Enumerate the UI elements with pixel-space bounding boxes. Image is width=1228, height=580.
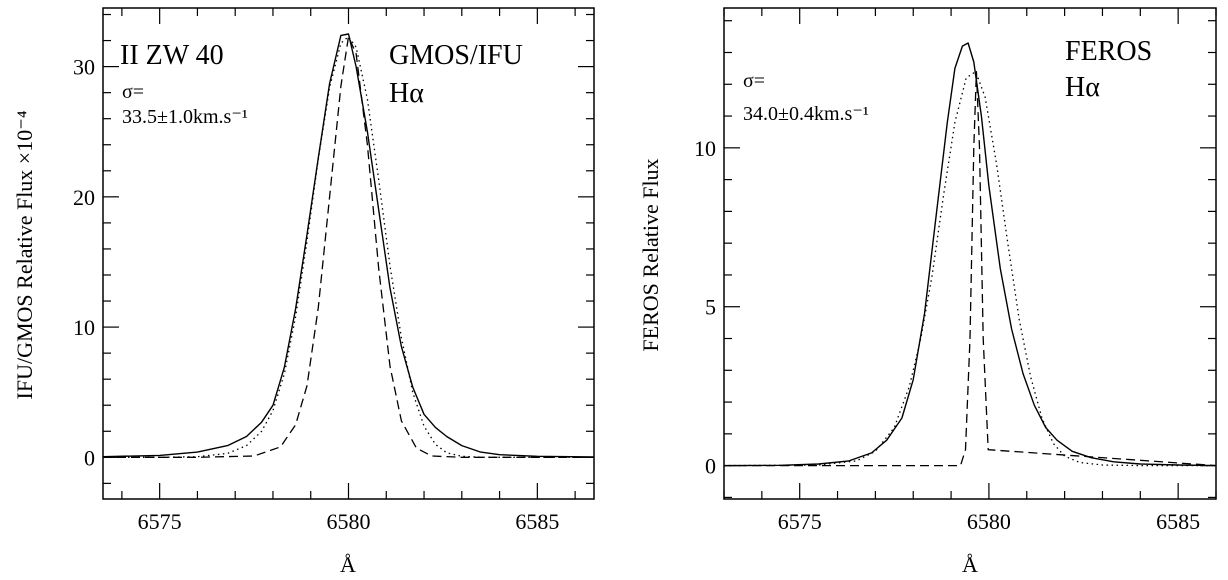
right-panel: 6575 6580 6585 0 5 10 σ= 34.0±0.4km.s⁻¹ FEROS…	[638, 7, 1217, 577]
right-ticks	[723, 8, 1217, 499]
left-series-solid-line	[102, 33, 595, 458]
right-x-tick-label: 6585	[1156, 509, 1200, 534]
right-series-dotted-line	[723, 70, 1216, 467]
left-series-dashed-line	[103, 36, 594, 458]
left-x-tick-label: 6585	[515, 509, 559, 534]
left-series	[102, 33, 595, 458]
right-y-tick-label: 10	[694, 136, 716, 161]
right-sigma-value: 34.0±0.4km.s⁻¹	[743, 103, 869, 125]
left-sigma-label: σ=	[122, 81, 144, 103]
left-y-tick-label: 10	[73, 315, 95, 340]
right-line-label: Hα	[1065, 72, 1100, 103]
right-x-axis-label: Å	[962, 552, 978, 577]
right-series	[723, 42, 1217, 467]
left-plot-frame	[102, 7, 595, 500]
right-y-axis-label: FEROS Relative Flux	[638, 158, 663, 351]
left-tick-labels: 6575 6580 6585 0 10 20 30	[73, 55, 559, 534]
left-y-tick-label: 0	[84, 445, 95, 470]
left-ticks	[103, 8, 594, 499]
left-panel: 6575 6580 6585 0 10 20 30 II ZW 40 σ= 33.5±1.0…	[12, 7, 595, 577]
left-y-tick-label: 30	[73, 55, 95, 80]
right-sigma-label: σ=	[743, 70, 765, 92]
left-instrument-label: GMOS/IFU	[389, 40, 523, 71]
right-plot-frame	[723, 7, 1217, 500]
right-instrument-label: FEROS	[1065, 36, 1152, 67]
left-y-tick-label: 20	[73, 185, 95, 210]
left-x-tick-label: 6580	[327, 509, 371, 534]
left-x-axis-label: Å	[340, 552, 356, 577]
right-y-tick-label: 5	[705, 295, 716, 320]
left-object-label: II ZW 40	[120, 40, 224, 71]
right-x-tick-label: 6575	[778, 509, 822, 534]
left-series-dotted-line	[103, 36, 594, 458]
right-tick-labels: 6575 6580 6585 0 5 10	[694, 136, 1200, 534]
right-y-tick-label: 0	[705, 454, 716, 479]
right-x-tick-label: 6580	[967, 509, 1011, 534]
left-x-tick-label: 6575	[138, 509, 182, 534]
right-series-solid-line	[723, 42, 1217, 467]
right-series-dashed-line	[724, 70, 1217, 467]
left-line-label: Hα	[389, 78, 424, 109]
left-sigma-value: 33.5±1.0km.s⁻¹	[122, 106, 248, 128]
left-y-axis-label: IFU/GMOS Relative Flux ×10⁻⁴	[12, 110, 37, 399]
